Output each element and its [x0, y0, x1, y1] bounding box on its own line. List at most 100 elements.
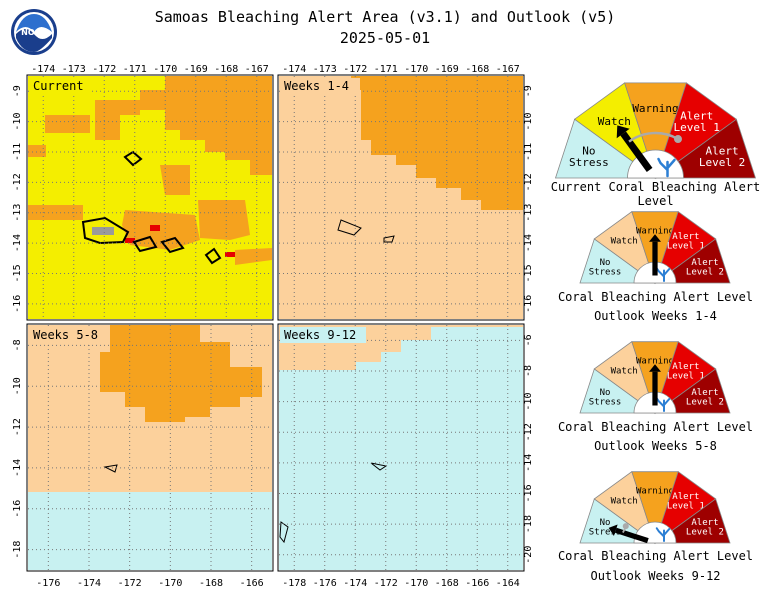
latitude-tick-label: -8: [523, 365, 534, 377]
gauge-label-alert1: Alert: [672, 232, 699, 242]
coral-icon: [655, 527, 671, 542]
longitude-tick-label: -170: [158, 578, 182, 589]
coral-icon: [655, 397, 671, 412]
gauge-label-warning: Warning: [636, 227, 674, 237]
latitude-tick-label: -12: [12, 173, 23, 191]
coral-icon: [657, 157, 676, 178]
gauge-label-warning: Warning: [636, 487, 674, 497]
outlook-map-weeks-1-4: [279, 76, 523, 319]
longitude-tick-label: -173: [62, 64, 86, 75]
longitude-tick-label: -168: [465, 64, 489, 75]
longitude-tick-label: -174: [31, 64, 55, 75]
gauge-needle-head: [608, 524, 618, 536]
gauge-label-alert2: Level 2: [699, 156, 745, 169]
latitude-tick-label: -14: [12, 459, 23, 477]
panel-label-current: Current: [33, 79, 84, 93]
gauge-label-no_stress: Stress: [589, 398, 622, 408]
longitude-tick-label: -174: [282, 64, 306, 75]
gauge-caption-weeks-9-12: Coral Bleaching Alert Level: [557, 549, 754, 563]
gauge-label-no_stress: No: [582, 144, 595, 157]
gauge-needle: [614, 527, 649, 544]
noaa-logo: NOAA: [10, 8, 58, 56]
longitude-tick-label: -166: [240, 578, 264, 589]
alert-gauge-weeks-1-4: No Stress Watch Warning Alert Level 1 Alert Lev…: [570, 205, 740, 291]
map-panel-current: Current -174 -173 -172 -171 -170 -169 -168 -167…: [0, 60, 280, 322]
alert-gauge-weeks-9-12: No Stress Watch Warning Alert Level 1 Alert Lev…: [570, 465, 740, 551]
longitude-tick-label: -172: [343, 64, 367, 75]
longitude-tick-label: -168: [199, 578, 223, 589]
gauge-label-alert2: Level 2: [686, 268, 724, 278]
gauge-subcaption-weeks-5-8: Outlook Weeks 5-8: [594, 439, 717, 453]
gauge-label-warning: Warning: [636, 357, 674, 367]
panel-ticks: -174 -173 -172 -171 -170 -169 -168 -167 -9 -10 -11…: [12, 64, 269, 313]
latitude-tick-label: -15: [12, 264, 23, 282]
latitude-tick-label: -14: [523, 454, 534, 472]
latitude-tick-label: -16: [12, 500, 23, 518]
longitude-tick-label: -168: [214, 64, 238, 75]
latitude-tick-label: -16: [523, 295, 534, 313]
map-title: Samoas Bleaching Alert Area (v3.1) and O…: [154, 8, 616, 26]
gauge-label-alert2: Level 2: [686, 398, 724, 408]
latitude-tick-label: -18: [12, 541, 23, 559]
alert-gauge-weeks-5-8: No Stress Watch Warning Alert Level 1 Alert Lev…: [570, 335, 740, 421]
gauge-label-alert1: Alert: [680, 109, 713, 122]
latitude-tick-label: -6: [523, 334, 534, 346]
gauge-label-no_stress: Stress: [589, 268, 622, 278]
gauge-previous-arc: [628, 131, 679, 143]
gauge-caption-weeks-1-4: Coral Bleaching Alert Level: [557, 290, 754, 304]
latitude-tick-label: -16: [523, 484, 534, 502]
panel-label-weeks-5-8: Weeks 5-8: [33, 328, 98, 342]
gauge-label-warning: Warning: [632, 102, 678, 115]
gauge-label-alert2: Alert: [691, 388, 718, 398]
panel-label-weeks-1-4: Weeks 1-4: [284, 79, 349, 93]
longitude-tick-label: -171: [374, 64, 398, 75]
latitude-tick-label: -14: [523, 234, 534, 252]
latitude-tick-label: -11: [12, 143, 23, 161]
longitude-tick-label: -169: [184, 64, 208, 75]
gauge-label-watch: Watch: [611, 497, 638, 507]
gauge-segment-alert2: [654, 118, 757, 179]
longitude-tick-label: -173: [313, 64, 337, 75]
longitude-tick-label: -166: [465, 578, 489, 589]
gauge-previous-marker: [674, 135, 682, 144]
longitude-tick-label: -167: [496, 64, 520, 75]
longitude-tick-label: -178: [282, 578, 306, 589]
latitude-tick-label: -11: [523, 143, 534, 161]
longitude-tick-label: -172: [374, 578, 398, 589]
latitude-tick-label: -13: [523, 204, 534, 222]
gauge-label-alert2: Alert: [706, 144, 739, 157]
gauge-segment-alert2: [653, 498, 731, 544]
gauge-needle-head: [616, 125, 630, 139]
alert-area-map: [28, 76, 272, 319]
latitude-tick-label: -10: [523, 113, 534, 131]
latitude-tick-label: -13: [12, 204, 23, 222]
map-panel-weeks-1-4: Weeks 1-4 -174 -173 -172 -171 -170 -169 -168 -1…: [276, 60, 556, 322]
gauge-label-alert1: Level 1: [667, 241, 705, 251]
gauge-needle-head: [649, 364, 661, 372]
longitude-tick-label: -167: [245, 64, 269, 75]
gauge-caption-current: Current Coral Bleaching Alert Level: [550, 180, 761, 208]
latitude-tick-label: -18: [523, 515, 534, 533]
gauge-label-alert2: Level 2: [686, 528, 724, 538]
gauge-label-no_stress: No: [600, 388, 611, 398]
latitude-tick-label: -9: [523, 85, 534, 97]
latitude-tick-label: -12: [12, 418, 23, 436]
gauge-label-alert1: Alert: [672, 492, 699, 502]
longitude-tick-label: -164: [496, 578, 520, 589]
map-panel-weeks-5-8: Weeks 5-8 -176 -174 -172 -170 -168 -166 -8 -10 -…: [0, 322, 280, 590]
longitude-tick-label: -172: [92, 64, 116, 75]
longitude-tick-label: -169: [435, 64, 459, 75]
latitude-tick-label: -14: [12, 234, 23, 252]
gauge-needle-head: [649, 234, 661, 242]
map-date: 2025-05-01: [339, 29, 431, 47]
gauge-label-no_stress: No: [600, 518, 611, 528]
latitude-tick-label: -10: [12, 113, 23, 131]
gauge-label-alert1: Level 1: [673, 121, 719, 134]
latitude-tick-label: -9: [12, 85, 23, 97]
longitude-tick-label: -168: [435, 578, 459, 589]
gauge-label-watch: Watch: [611, 237, 638, 247]
latitude-tick-label: -12: [523, 173, 534, 191]
outlook-map-weeks-5-8: [28, 325, 272, 570]
gauge-segment-alert2: [653, 368, 731, 414]
longitude-tick-label: -174: [343, 578, 367, 589]
